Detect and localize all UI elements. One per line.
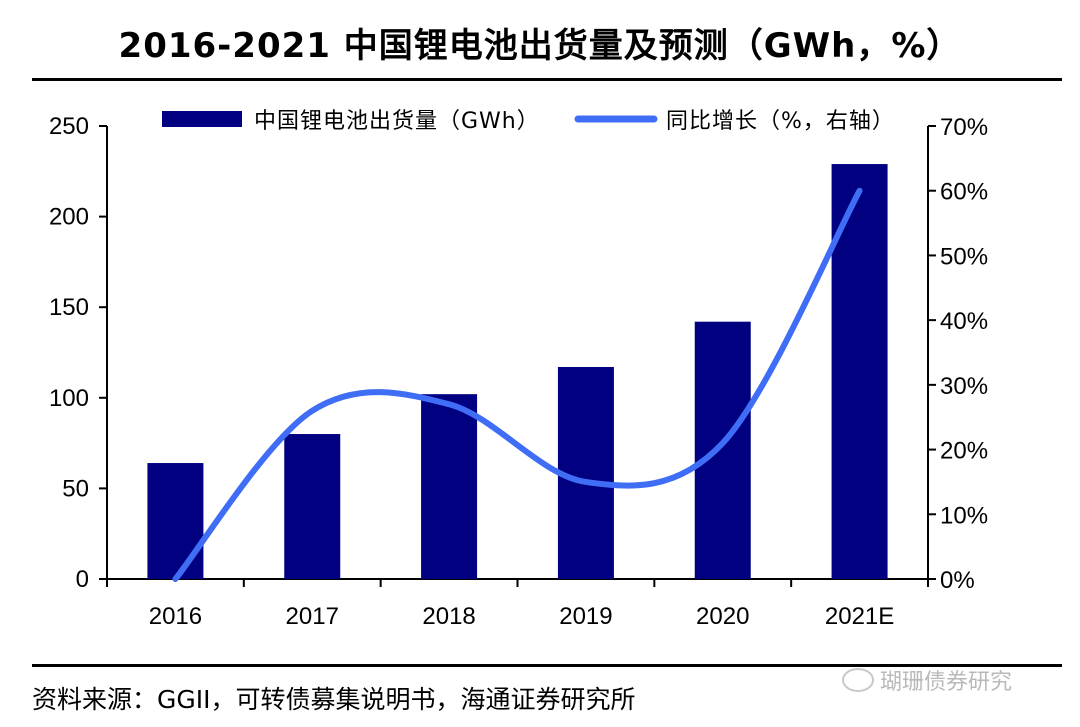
- legend-bar-label: 中国锂电池出货量（GWh）: [254, 109, 540, 134]
- right-tick-label: 70%: [940, 114, 988, 141]
- chart-area: 0 50 100 150 200 250 0% 10% 20% 30% 40% 50% 60% 70% 20…: [49, 109, 988, 630]
- source-divider: [32, 664, 1062, 667]
- title-divider: [32, 78, 1062, 81]
- bar: [284, 434, 341, 579]
- left-tick-label: 200: [49, 204, 89, 231]
- x-tick-label: 2021E: [825, 603, 894, 630]
- bar: [694, 321, 751, 579]
- watermark: 瑚珊债券研究: [842, 664, 1012, 696]
- source-note: 资料来源：GGII，可转债募集说明书，海通证券研究所: [32, 685, 636, 714]
- right-tick-label: 30%: [940, 373, 988, 400]
- right-tick-label: 20%: [940, 438, 988, 465]
- x-tick-label: 2019: [559, 603, 612, 630]
- bar: [147, 463, 204, 579]
- left-tick-label: 50: [62, 475, 89, 502]
- bar: [557, 366, 614, 579]
- left-tick-label: 100: [49, 385, 89, 412]
- x-tick-label: 2016: [149, 603, 202, 630]
- watermark-text: 瑚珊债券研究: [880, 670, 1013, 695]
- right-tick-label: 0%: [940, 567, 975, 594]
- growth-line: [172, 187, 863, 582]
- x-tick-label: 2018: [422, 603, 475, 630]
- right-tick-label: 60%: [940, 179, 988, 206]
- x-tick-label: 2017: [286, 603, 339, 630]
- wechat-icon: [842, 668, 874, 692]
- left-tick-label: 150: [49, 294, 89, 321]
- x-tick-label: 2020: [696, 603, 749, 630]
- legend-bar-swatch: [162, 111, 242, 127]
- right-tick-label: 40%: [940, 308, 988, 335]
- legend-line-label: 同比增长（%，右轴）: [666, 109, 895, 134]
- chart-title: 2016-2021 中国锂电池出货量及预测（GWh，%）: [118, 26, 962, 66]
- left-tick-label: 0: [76, 566, 89, 593]
- right-tick-label: 10%: [940, 502, 988, 529]
- left-tick-label: 250: [49, 113, 89, 140]
- right-tick-label: 50%: [940, 243, 988, 270]
- bar: [421, 394, 478, 579]
